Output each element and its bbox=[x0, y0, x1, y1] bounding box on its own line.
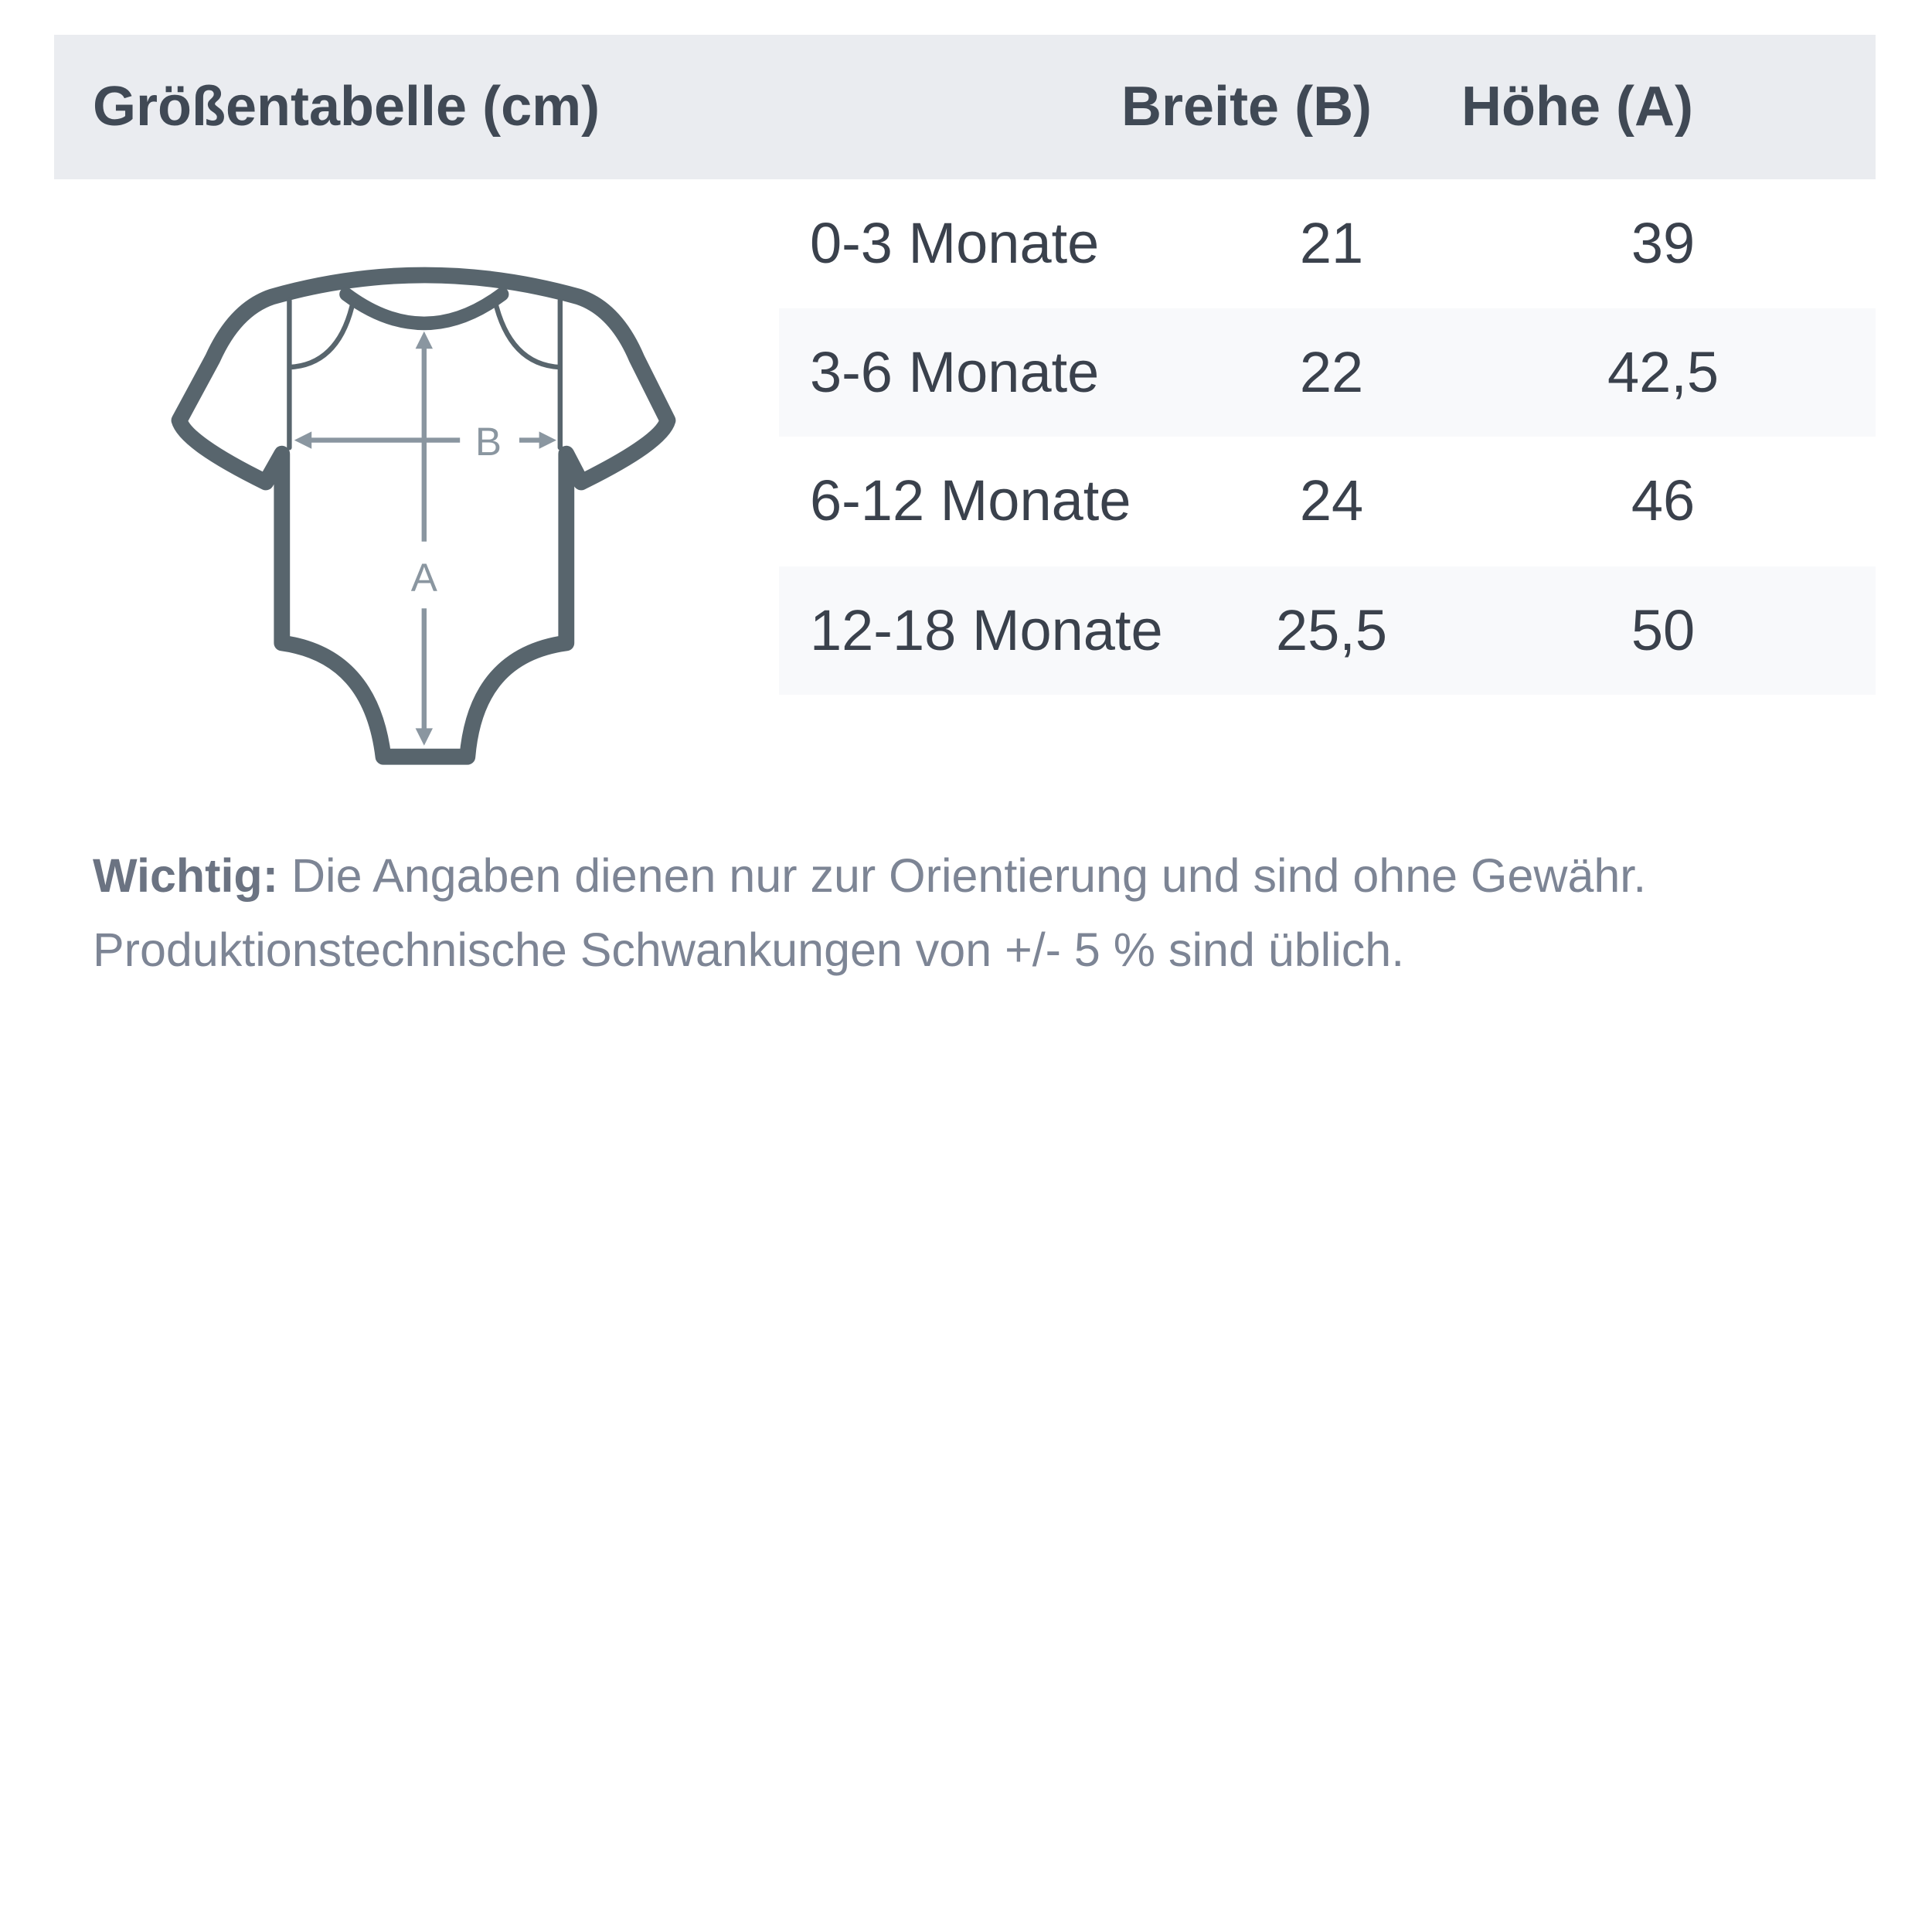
height-label: A bbox=[411, 556, 438, 600]
size-cell: 0-3 Monate bbox=[810, 211, 1100, 275]
size-cell: 3-6 Monate bbox=[810, 340, 1100, 404]
size-cell: 12-18 Monate bbox=[810, 598, 1163, 662]
table-row: 0-3 Monate 21 39 bbox=[779, 179, 1876, 308]
note-label: Wichtig: bbox=[93, 849, 279, 902]
note-line1: Die Angaben dienen nur zur Orientierung … bbox=[278, 849, 1647, 902]
size-cell: 6-12 Monate bbox=[810, 468, 1131, 532]
table-header: Größentabelle (cm) Breite (B) Höhe (A) bbox=[54, 35, 1876, 179]
width-label: B bbox=[475, 420, 502, 464]
disclaimer-note: Wichtig: Die Angaben dienen nur zur Orie… bbox=[93, 838, 1870, 987]
table-row: 3-6 Monate 22 42,5 bbox=[779, 308, 1876, 437]
note-line2: Produktionstechnische Schwankungen von +… bbox=[93, 923, 1405, 976]
table-row: 12-18 Monate 25,5 50 bbox=[779, 566, 1876, 695]
column-header-width: Breite (B) bbox=[1121, 76, 1372, 138]
table-title: Größentabelle (cm) bbox=[93, 76, 600, 138]
column-header-height: Höhe (A) bbox=[1461, 76, 1693, 138]
table-row: 6-12 Monate 24 46 bbox=[779, 437, 1876, 565]
